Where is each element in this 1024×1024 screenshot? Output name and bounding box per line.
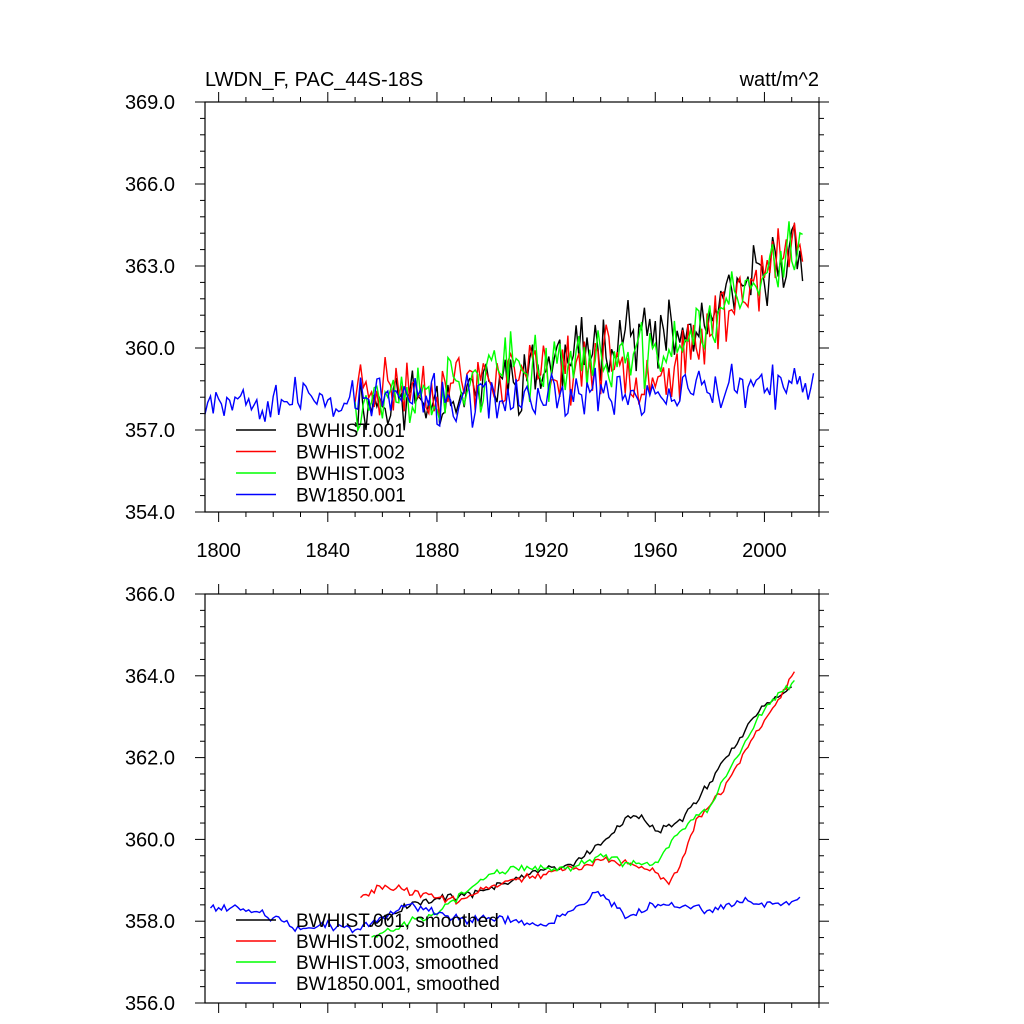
units-label: watt/m^2 [739,69,819,91]
y-tick-label: 360.0 [125,829,175,851]
y-tick-label: 360.0 [125,338,175,360]
x-tick-label: 1880 [415,540,460,562]
legend-label-3: BWHIST.003, smoothed [296,953,499,974]
chart-title: LWDN_F, PAC_44S-18S [205,69,423,91]
y-tick-label: 354.0 [125,502,175,524]
legend-label-4: BW1850.001, smoothed [296,974,500,995]
y-tick-label: 358.0 [125,911,175,933]
y-tick-label: 369.0 [125,92,175,114]
legend-label-3: BWHIST.003 [296,464,405,485]
y-tick-label: 356.0 [125,993,175,1015]
legend-label-2: BWHIST.002, smoothed [296,932,499,953]
x-tick-label: 1960 [633,540,678,562]
y-tick-label: 362.0 [125,748,175,770]
series-line-2 [360,671,796,906]
y-tick-label: 366.0 [125,174,175,196]
plot-frame [204,593,820,1004]
x-tick-label: 1920 [524,540,569,562]
bottom-panel: 356.0 358.0 360.0 362.0 364.0 366.0 BWHIST.001… [125,584,829,1015]
series-line-3 [371,679,795,939]
legend-label-1: BWHIST.001, smoothed [296,911,499,932]
series-line-4 [209,890,801,934]
plot-frame [204,101,820,513]
x-tick-label: 1800 [196,540,241,562]
y-tick-label: 363.0 [125,256,175,278]
legend-label-4: BW1850.001 [296,486,406,507]
legend-label-2: BWHIST.002 [296,443,405,464]
x-tick-label: 1840 [306,540,351,562]
y-tick-label: 364.0 [125,666,175,688]
legend-label-1: BWHIST.001 [296,421,405,442]
y-tick-label: 366.0 [125,584,175,606]
top-panel: 1800 1840 1880 1920 1960 2000 354.0 357.0 360.0 3… [125,69,829,562]
y-tick-label: 357.0 [125,420,175,442]
series-line-4 [204,363,815,428]
x-tick-label: 2000 [742,540,787,562]
